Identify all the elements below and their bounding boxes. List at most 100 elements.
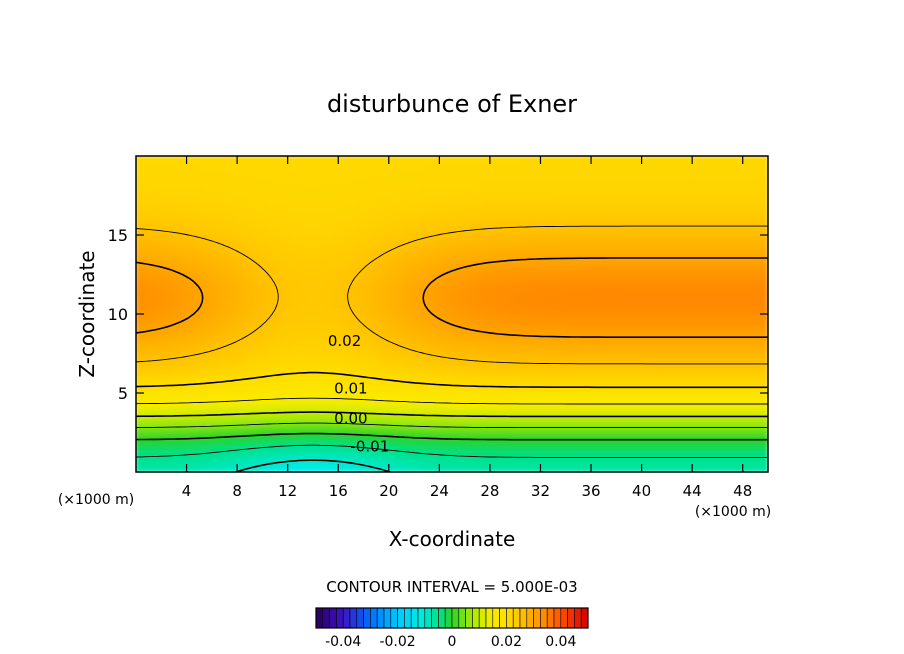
- field-cell: [337, 432, 346, 438]
- field-cell: [186, 219, 194, 226]
- field-cell: [186, 269, 194, 275]
- field-cell: [483, 288, 491, 295]
- field-cell: [217, 209, 225, 216]
- field-cell: [464, 190, 472, 196]
- field-cell: [514, 466, 523, 472]
- field-cell: [483, 239, 491, 246]
- field-cell: [577, 357, 586, 364]
- field-cell: [192, 199, 200, 206]
- field-cell: [419, 165, 428, 172]
- field-cell: [363, 446, 371, 453]
- field-cell: [223, 318, 232, 325]
- field-cell: [179, 323, 188, 330]
- field-cell: [457, 175, 466, 182]
- field-cell: [426, 156, 434, 162]
- field-cell: [274, 224, 282, 231]
- field-cell: [186, 427, 194, 433]
- field-cell: [609, 427, 617, 433]
- field-cell: [154, 357, 162, 364]
- field-cell: [546, 239, 554, 246]
- field-cell: [287, 417, 295, 424]
- field-cell: [375, 372, 383, 379]
- field-cell: [527, 417, 535, 424]
- field-cell: [173, 278, 181, 285]
- field-cell: [508, 234, 516, 241]
- field-cell: [419, 392, 428, 399]
- field-cell: [242, 269, 251, 275]
- field-cell: [192, 313, 200, 320]
- field-cell: [375, 214, 383, 221]
- field-cell: [508, 441, 516, 448]
- field-cell: [280, 239, 289, 246]
- field-cell: [539, 348, 548, 354]
- field-cell: [419, 244, 428, 251]
- field-cell: [615, 362, 624, 369]
- field-cell: [306, 446, 314, 453]
- field-cell: [186, 323, 194, 330]
- field-cell: [198, 156, 207, 162]
- field-cell: [312, 362, 320, 369]
- field-cell: [508, 165, 516, 172]
- field-cell: [268, 328, 276, 335]
- field-cell: [255, 308, 263, 315]
- field-cell: [438, 328, 447, 335]
- field-cell: [381, 214, 390, 221]
- field-cell: [293, 274, 301, 280]
- field-cell: [558, 451, 567, 458]
- field-cell: [514, 244, 523, 251]
- field-cell: [141, 254, 150, 261]
- field-cell: [419, 402, 428, 409]
- field-cell: [476, 308, 485, 315]
- field-cell: [350, 357, 358, 364]
- field-cell: [571, 180, 579, 187]
- field-cell: [350, 204, 358, 211]
- field-cell: [407, 249, 415, 256]
- field-cell: [136, 303, 143, 310]
- field-cell: [148, 170, 156, 177]
- field-cell: [394, 456, 402, 463]
- field-cell: [312, 165, 320, 172]
- field-cell: [502, 333, 510, 340]
- field-cell: [451, 190, 459, 196]
- field-cell: [565, 264, 573, 271]
- field-cell: [521, 156, 529, 162]
- field-cell: [274, 436, 282, 443]
- field-cell: [350, 367, 358, 374]
- field-cell: [299, 278, 308, 285]
- field-cell: [363, 461, 371, 468]
- field-cell: [192, 456, 200, 463]
- field-cell: [495, 343, 504, 350]
- field-cell: [584, 382, 592, 389]
- field-cell: [154, 343, 162, 350]
- field-cell: [445, 422, 453, 429]
- field-cell: [223, 234, 232, 241]
- field-cell: [375, 353, 383, 359]
- field-cell: [571, 402, 579, 409]
- field-cell: [407, 190, 415, 196]
- field-cell: [476, 254, 485, 261]
- field-cell: [255, 362, 263, 369]
- field-cell: [546, 402, 554, 409]
- field-cell: [312, 229, 320, 236]
- field-cell: [306, 160, 314, 167]
- field-cell: [369, 165, 377, 172]
- field-cell: [603, 377, 611, 384]
- field-cell: [299, 224, 308, 231]
- field-cell: [312, 372, 320, 379]
- field-cell: [350, 185, 358, 192]
- field-cell: [527, 160, 535, 167]
- field-cell: [337, 382, 346, 389]
- field-cell: [457, 249, 466, 256]
- field-cell: [489, 278, 497, 285]
- field-cell: [381, 367, 390, 374]
- field-cell: [622, 209, 630, 216]
- field-cell: [558, 427, 567, 433]
- field-cell: [432, 372, 440, 379]
- field-cell: [211, 328, 219, 335]
- field-cell: [546, 417, 554, 424]
- field-cell: [558, 175, 567, 182]
- field-cell: [369, 170, 377, 177]
- field-cell: [312, 417, 320, 424]
- field-cell: [363, 348, 371, 354]
- field-cell: [527, 392, 535, 399]
